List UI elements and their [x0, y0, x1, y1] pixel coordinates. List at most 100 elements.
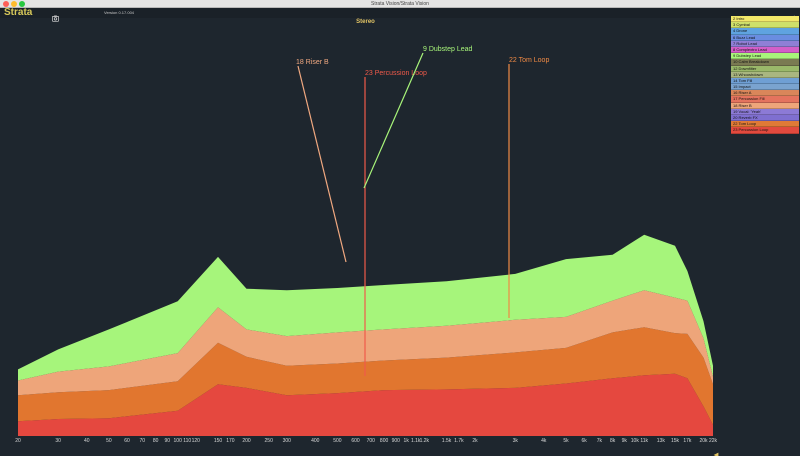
axis-tick-label: 30: [55, 438, 61, 444]
legend-item[interactable]: 13 Whooshdown: [731, 71, 799, 78]
panel-title: Stereo: [356, 19, 375, 25]
legend-item-label: 10 Calm Breakdown: [733, 59, 770, 65]
legend-item-label: 4 Drone: [733, 28, 748, 34]
window-title: Strata Vision/Strata Vision: [371, 1, 429, 7]
legend-item-label: 15 Impact: [733, 84, 751, 90]
axis-tick-label: 1.5k: [441, 438, 452, 444]
legend-item[interactable]: 16 Riser A: [731, 90, 799, 97]
axis-tick-label: 2k: [472, 438, 478, 444]
axis-tick-label: 1k: [403, 438, 409, 444]
collapse-button[interactable]: [712, 446, 720, 456]
axis-tick-label: 70: [139, 438, 146, 444]
area-22-tom-loop[interactable]: [18, 327, 713, 425]
axis-tick-label: 800: [379, 438, 389, 444]
annotation-label: 18 Riser B: [296, 59, 329, 66]
legend-item-label: 8 Complextro Lead: [733, 46, 767, 52]
maximize-window-button[interactable]: [19, 1, 25, 7]
legend-item[interactable]: 14 Tom Fill: [731, 77, 799, 85]
axis-tick-label: 150: [213, 438, 223, 444]
axis-tick-label: 5k: [563, 438, 569, 444]
axis-tick-label: 15k: [670, 438, 680, 444]
legend-item-label: 3 Cymbal: [733, 22, 750, 28]
axis-tick-label: 60: [124, 438, 130, 444]
snapshot-button[interactable]: [52, 9, 59, 22]
track-legend: 2 Intro 3 Cymbal 4 Drone 6 Buzz Lead 7 Robot…: [731, 16, 799, 134]
legend-item-label: 7 Robot Lead: [733, 40, 758, 46]
axis-tick-label: 11k: [640, 438, 649, 444]
legend-item[interactable]: 12 Downfilter: [731, 65, 799, 72]
settings-button[interactable]: [791, 9, 798, 22]
version-label: Version 0.17.004: [104, 10, 135, 15]
axis-tick-label: 250: [264, 438, 273, 444]
legend-item[interactable]: 18 Riser B: [731, 102, 799, 109]
axis-tick-label: 9k: [621, 438, 627, 444]
app-header: Strata Version 0.17.004: [0, 7, 800, 22]
legend-item[interactable]: 20 Reverb FX: [731, 115, 799, 122]
axis-tick-label: 3k: [512, 438, 518, 444]
axis-tick-label: 300: [282, 438, 291, 444]
legend-item[interactable]: 6 Buzz Lead: [731, 34, 799, 41]
axis-tick-label: 100: [173, 438, 182, 444]
minimize-window-button[interactable]: [11, 1, 17, 7]
annotation-label: 23 Percussion Loop: [365, 70, 427, 77]
area-23-percussion-loop[interactable]: [18, 373, 713, 436]
axis-tick-label: 50: [106, 438, 112, 444]
axis-tick-label: 10k: [630, 438, 639, 444]
annotation-label: 22 Tom Loop: [509, 57, 549, 64]
legend-item-label: 9 Dubstep Lead: [733, 53, 762, 59]
axis-tick-label: 13k: [656, 438, 665, 444]
annotation-label: 9 Dubstep Lead: [423, 46, 473, 53]
axis-tick-label: 500: [333, 438, 342, 444]
axis-tick-label: 170: [226, 438, 235, 444]
axis-tick-label: 6k: [581, 438, 587, 444]
legend-item[interactable]: 10 Calm Breakdown: [731, 59, 799, 66]
axis-tick-label: 1.2k: [419, 438, 430, 444]
legend-item-label: 13 Whooshdown: [733, 71, 763, 77]
axis-tick-label: 200: [242, 438, 251, 444]
axis-tick-label: 90: [164, 438, 171, 444]
axis-tick-label: 900: [391, 438, 400, 444]
axis-tick-label: 110: [183, 438, 192, 444]
legend-item[interactable]: 3 Cymbal: [731, 22, 799, 29]
camera-icon: [52, 15, 59, 22]
spectrum-plot[interactable]: 18 Riser B 23 Percussion Loop 9 Dubstep Le…: [0, 18, 730, 438]
axis-tick-label: 22k: [708, 438, 718, 444]
axis-tick-label: 4k: [541, 438, 547, 444]
axis-tick-label: 40: [84, 438, 90, 444]
legend-item-label: 17 Percussion Fill: [733, 96, 765, 102]
axis-tick-label: 700: [366, 438, 375, 444]
legend-item-label: 23 Percussion Loop: [733, 127, 769, 133]
annotation-pointer: [297, 65, 347, 263]
axis-tick-label: 600: [351, 438, 360, 444]
app-name: Strata: [4, 7, 33, 18]
legend-item[interactable]: 4 Drone: [731, 28, 799, 35]
legend-item-label: 18 Riser B: [733, 102, 752, 108]
legend-item-label: 2 Intro: [733, 16, 745, 21]
legend-item-label: 6 Buzz Lead: [733, 34, 756, 40]
legend-item-label: 12 Downfilter: [733, 65, 757, 71]
legend-item[interactable]: 19 Vocal: 'Yeah': [731, 108, 799, 115]
legend-item-label: 22 Tom Loop: [733, 121, 757, 127]
legend-item[interactable]: 15 Impact: [731, 84, 799, 91]
legend-item-label: 19 Vocal: 'Yeah': [733, 108, 762, 114]
legend-item[interactable]: 7 Robot Lead: [731, 40, 799, 47]
legend-item[interactable]: 17 Percussion Fill: [731, 96, 799, 103]
legend-item[interactable]: 23 Percussion Loop: [731, 127, 799, 134]
legend-item-label: 14 Tom Fill: [733, 77, 753, 83]
legend-item[interactable]: 22 Tom Loop: [731, 121, 799, 128]
axis-tick-label: 17k: [683, 438, 692, 444]
legend-item[interactable]: 9 Dubstep Lead: [731, 53, 799, 60]
legend-item-label: 16 Riser A: [733, 90, 752, 96]
legend-item-label: 20 Reverb FX: [733, 115, 758, 120]
legend-item[interactable]: 8 Complextro Lead: [731, 46, 799, 54]
frequency-axis: 20 30 40 50 60 70 80 90 100 110 120 150 170 200 250 300…: [0, 438, 730, 448]
axis-tick-label: 1.1k: [410, 438, 421, 444]
axis-tick-label: 8k: [609, 438, 616, 444]
axis-tick-label: 1.7k: [454, 438, 464, 444]
axis-tick-label: 20k: [699, 438, 708, 444]
axis-tick-label: 20: [15, 438, 21, 444]
axis-tick-label: 120: [191, 438, 200, 444]
annotation-pointer: [363, 52, 424, 189]
legend-item[interactable]: 2 Intro: [731, 16, 799, 23]
close-window-button[interactable]: [3, 1, 9, 7]
